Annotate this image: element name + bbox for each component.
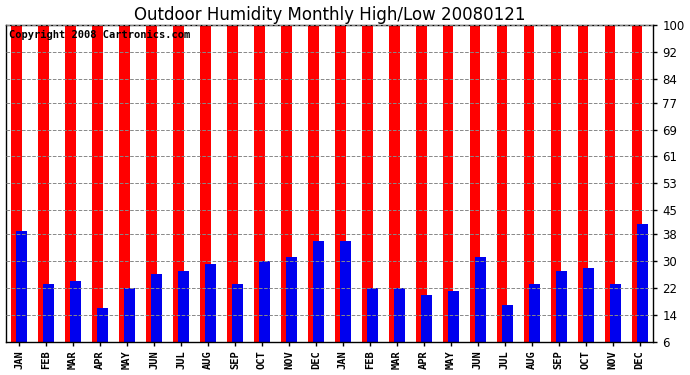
Bar: [551, 25, 562, 362]
Bar: [151, 274, 162, 362]
Bar: [415, 25, 426, 362]
Bar: [524, 25, 535, 362]
Bar: [637, 224, 648, 362]
Bar: [631, 25, 642, 362]
Bar: [497, 25, 507, 362]
Bar: [502, 304, 513, 362]
Bar: [362, 25, 373, 362]
Bar: [11, 25, 22, 362]
Bar: [340, 241, 351, 362]
Bar: [178, 271, 189, 362]
Bar: [583, 268, 594, 362]
Bar: [92, 25, 103, 362]
Bar: [173, 25, 184, 362]
Bar: [200, 25, 210, 362]
Bar: [448, 291, 459, 362]
Title: Outdoor Humidity Monthly High/Low 20080121: Outdoor Humidity Monthly High/Low 200801…: [134, 6, 525, 24]
Bar: [205, 264, 216, 362]
Bar: [313, 241, 324, 362]
Bar: [259, 261, 270, 362]
Bar: [421, 294, 432, 362]
Bar: [70, 281, 81, 362]
Text: Copyright 2008 Cartronics.com: Copyright 2008 Cartronics.com: [9, 30, 190, 40]
Bar: [119, 25, 130, 362]
Bar: [65, 25, 76, 362]
Bar: [227, 25, 237, 362]
Bar: [475, 258, 486, 362]
Bar: [286, 258, 297, 362]
Bar: [556, 271, 566, 362]
Bar: [367, 288, 378, 362]
Bar: [38, 25, 49, 362]
Bar: [233, 284, 243, 362]
Bar: [308, 25, 319, 362]
Bar: [578, 25, 589, 362]
Bar: [124, 288, 135, 362]
Bar: [443, 25, 453, 362]
Bar: [604, 25, 615, 362]
Bar: [470, 25, 480, 362]
Bar: [394, 288, 405, 362]
Bar: [146, 25, 157, 362]
Bar: [43, 284, 54, 362]
Bar: [17, 231, 27, 362]
Bar: [335, 25, 346, 362]
Bar: [97, 308, 108, 362]
Bar: [388, 25, 400, 362]
Bar: [610, 284, 621, 362]
Bar: [254, 25, 264, 362]
Bar: [281, 25, 292, 362]
Bar: [529, 284, 540, 362]
